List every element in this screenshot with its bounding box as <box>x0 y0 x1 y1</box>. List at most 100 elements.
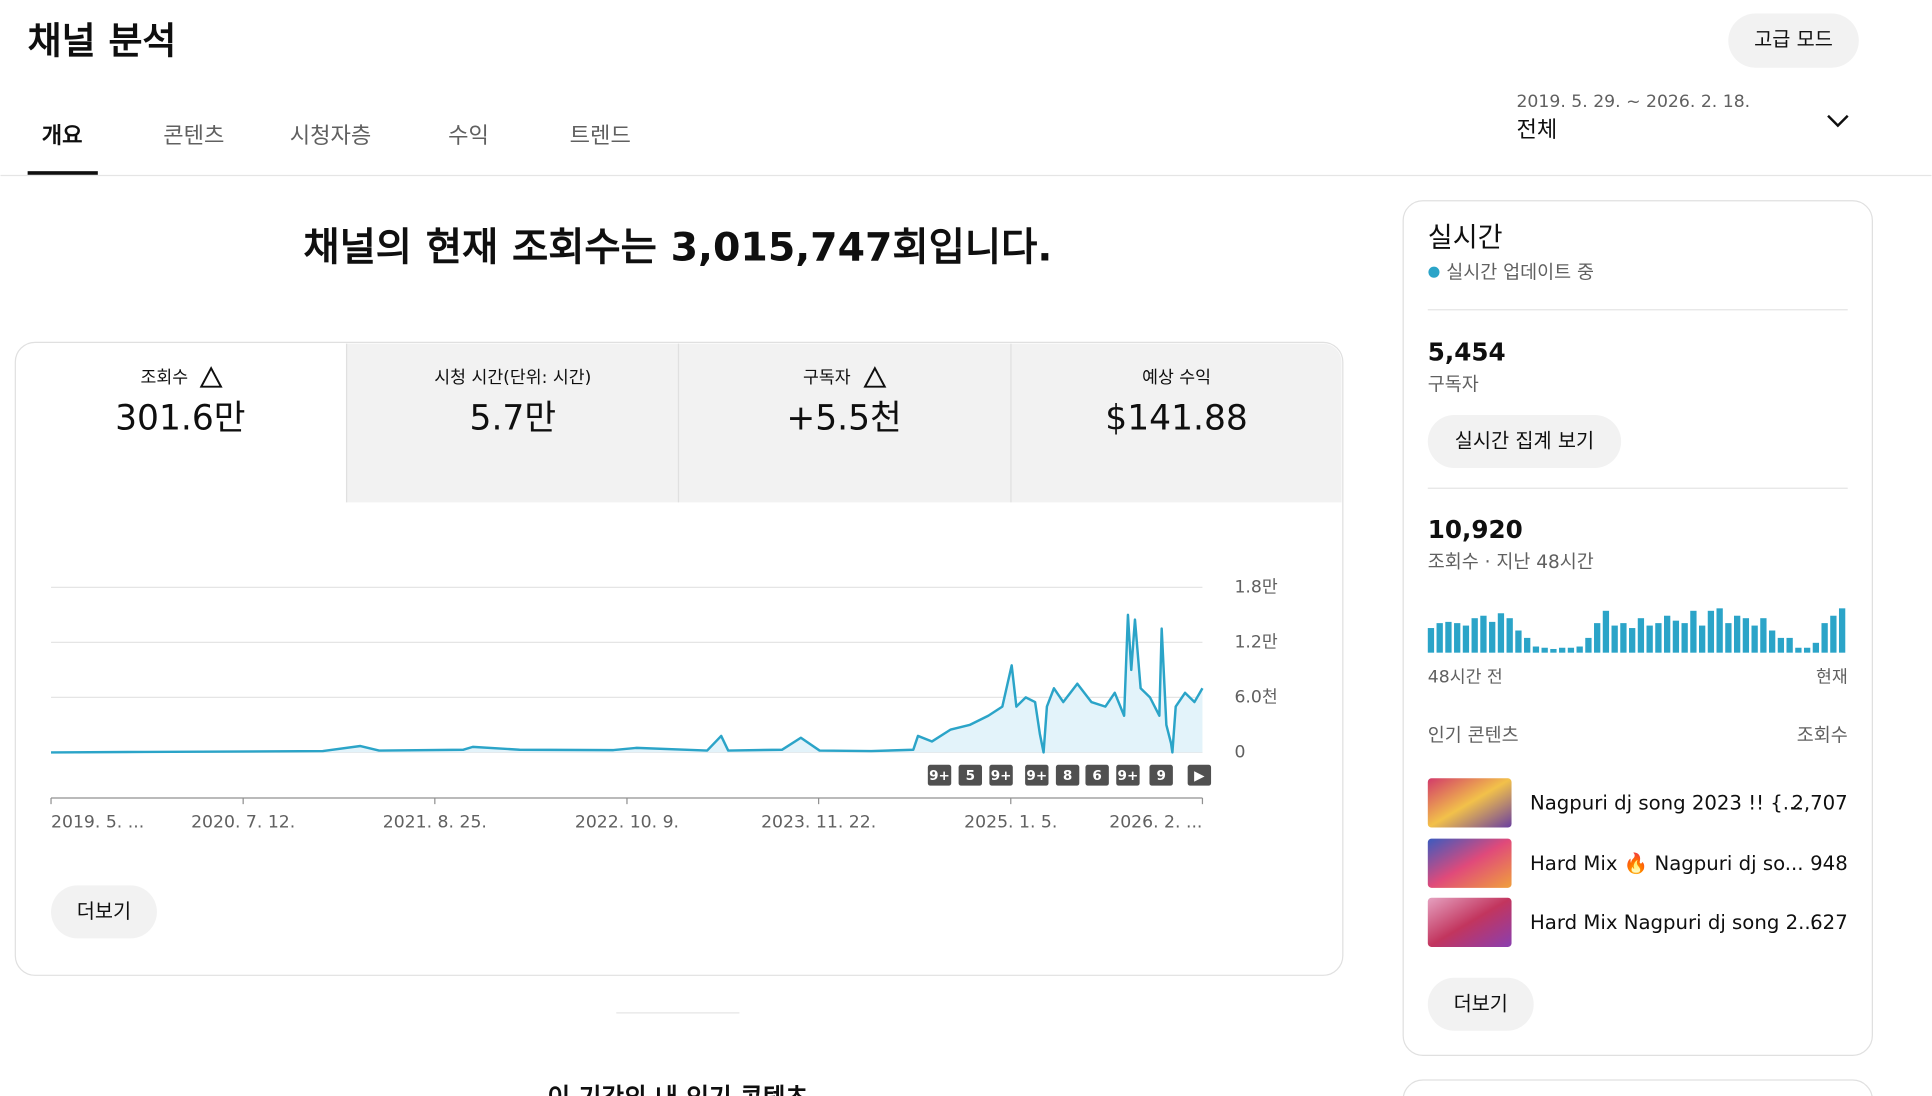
content-views: 948 <box>1810 852 1848 875</box>
x-tick-label: 48시간 전 <box>1428 667 1503 687</box>
date-label[interactable]: 전체 <box>1516 117 1557 143</box>
thumbnail[interactable] <box>1427 897 1512 947</box>
bar <box>1733 615 1741 653</box>
top-content-row[interactable]: Hard Mix Nagpuri dj song 2... 627 <box>1427 897 1848 947</box>
bar <box>1462 625 1470 653</box>
bar <box>1655 623 1662 653</box>
annotation-badge <box>989 764 1013 786</box>
annotation-badge <box>1055 764 1080 786</box>
views-label: 조회수 · 지난 48시간 <box>1428 552 1594 573</box>
content-title[interactable]: Nagpuri dj song 2023 !! {... <box>1530 792 1802 815</box>
x-tick-label: 2019. 5. ... <box>51 813 144 833</box>
y-tick-label: 0 <box>1234 742 1245 762</box>
more-button[interactable] <box>1427 977 1534 1031</box>
tab[interactable]: 트렌드 <box>570 123 631 149</box>
x-tick-label: 2020. 7. 12. <box>191 813 295 833</box>
metric[interactable]: 구독자 +5.5천 <box>786 366 902 438</box>
bar <box>1585 637 1592 653</box>
next-card <box>1402 1079 1873 1096</box>
annotation-badge <box>1187 764 1212 786</box>
metric[interactable]: 조회수 301.6만 <box>115 366 246 438</box>
metric-label[interactable]: 시청 시간(단위: 시간) <box>434 368 591 388</box>
realtime-button[interactable] <box>1427 415 1622 468</box>
annotation-badge <box>1116 764 1140 786</box>
subscriber-count: 5,454 <box>1428 337 1506 366</box>
metric[interactable]: 시청 시간(단위: 시간) 5.7만 <box>434 368 591 438</box>
metric[interactable]: 예상 수익 $141.88 <box>1105 368 1248 438</box>
date-picker[interactable]: 2019. 5. 29. ~ 2026. 2. 18. 전체 <box>1516 92 1849 143</box>
bar <box>1620 623 1627 653</box>
bar <box>1725 623 1732 653</box>
bar <box>1541 647 1548 653</box>
bar <box>1742 618 1750 653</box>
metric-value[interactable]: 301.6만 <box>115 398 245 438</box>
content-title[interactable]: Hard Mix Nagpuri dj song 2... <box>1530 911 1817 934</box>
metric-label[interactable]: 예상 수익 <box>1142 368 1211 388</box>
bar <box>1559 647 1566 653</box>
bar <box>1594 623 1601 653</box>
tab[interactable]: 수익 <box>448 123 489 149</box>
top-content-row[interactable]: Hard Mix 🔥 Nagpuri dj so... 948 <box>1427 838 1848 888</box>
metric-label[interactable]: 구독자 <box>803 368 851 388</box>
content-views: 627 <box>1810 911 1848 934</box>
tab[interactable]: 콘텐츠 <box>163 123 224 149</box>
top-content-label: 인기 콘텐츠 <box>1428 725 1519 746</box>
bar <box>1506 618 1513 653</box>
x-tick-label: 현재 <box>1816 667 1848 687</box>
bar <box>1471 618 1478 653</box>
annotation-badge <box>1025 764 1049 786</box>
bar <box>1681 623 1688 653</box>
bar <box>1672 620 1680 653</box>
subscriber-label: 구독자 <box>1428 374 1479 395</box>
advanced-button-label[interactable]: 고급 모드 <box>1754 28 1833 51</box>
x-tick-label: 2021. 8. 25. <box>383 813 487 833</box>
bar <box>1567 647 1575 653</box>
line <box>51 613 1204 754</box>
x-tick-label: 2025. 1. 5. <box>964 813 1057 833</box>
thumbnail[interactable] <box>1427 838 1512 888</box>
y-tick-label: 6.0천 <box>1234 687 1277 707</box>
top-content-row[interactable]: Nagpuri dj song 2023 !! {... 2,707 <box>1427 778 1848 828</box>
bar <box>1821 623 1828 653</box>
annotation-badge <box>927 764 952 786</box>
annotation-label: 9+ <box>991 768 1012 784</box>
bar <box>1480 615 1487 653</box>
bar <box>1611 625 1618 653</box>
bar <box>1716 608 1723 653</box>
bar <box>1768 630 1776 653</box>
realtime-button-label[interactable]: 실시간 집계 보기 <box>1455 430 1594 453</box>
annotation-badge <box>1149 764 1173 786</box>
chevron[interactable] <box>1827 114 1849 128</box>
tab[interactable]: 개요 <box>42 123 83 149</box>
section-title: 이 기간의 내 인기 콘텐츠 <box>547 1082 808 1096</box>
metric-label[interactable]: 조회수 <box>141 368 189 388</box>
metric-value[interactable]: +5.5천 <box>786 398 901 438</box>
bar <box>1532 646 1540 653</box>
realtime-title: 실시간 <box>1428 222 1503 253</box>
tab[interactable]: 시청자층 <box>290 123 372 149</box>
annotation-label: 9+ <box>929 768 950 784</box>
metric-value[interactable]: 5.7만 <box>470 398 557 438</box>
bar <box>1576 646 1583 653</box>
annotation-label: ▶ <box>1194 768 1205 784</box>
metric-tabs-bg <box>346 343 1342 503</box>
realtime-status: 실시간 업데이트 중 <box>1446 262 1594 283</box>
content-title[interactable]: Hard Mix 🔥 Nagpuri dj so... <box>1530 852 1804 875</box>
bar <box>1524 637 1531 653</box>
more-button-label[interactable]: 더보기 <box>77 900 131 923</box>
date-range[interactable]: 2019. 5. 29. ~ 2026. 2. 18. <box>1516 92 1750 112</box>
annotation-badge <box>958 764 983 786</box>
bar <box>1777 637 1785 653</box>
y-tick-label: 1.8만 <box>1234 577 1277 597</box>
bar <box>1489 621 1496 653</box>
tabs: 개요 콘텐츠 시청자층 수익 트렌드 <box>27 123 631 175</box>
thumbnail[interactable] <box>1427 778 1512 828</box>
views-chart: 0 6.0천 1.2만 1.8만 2019. 5. ... 2020. 7. 12. 202… <box>50 577 1278 833</box>
annotation-label: 8 <box>1063 768 1072 784</box>
more-button[interactable] <box>51 885 157 939</box>
more-button-label[interactable]: 더보기 <box>1454 992 1508 1015</box>
metric-value[interactable]: $141.88 <box>1105 398 1248 438</box>
advanced-button[interactable] <box>1728 13 1859 68</box>
